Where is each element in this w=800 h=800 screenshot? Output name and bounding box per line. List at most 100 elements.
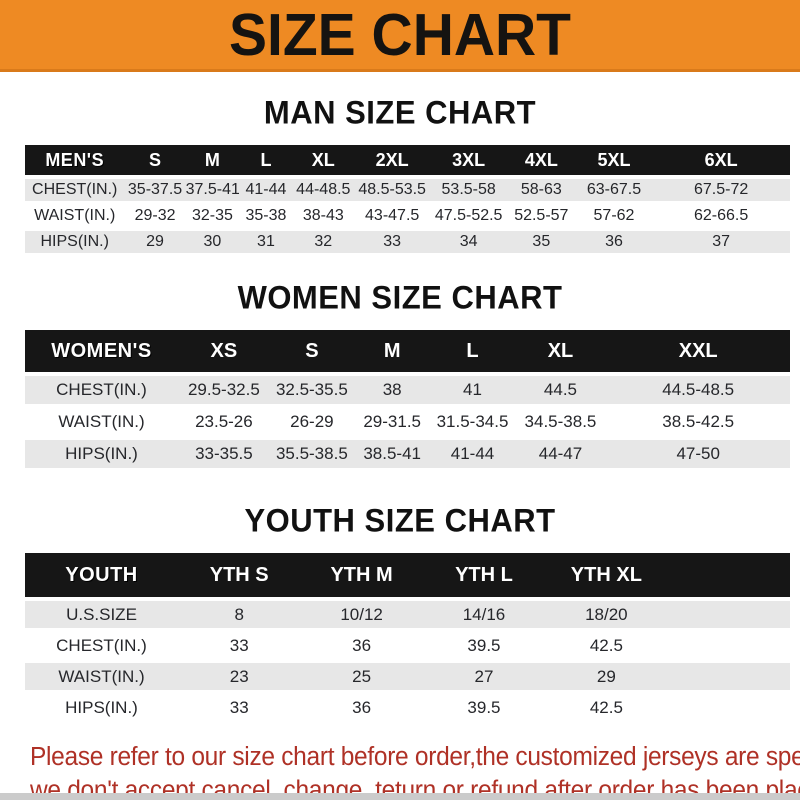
- measurement-value: 58-63: [506, 179, 576, 205]
- measurement-value: 37: [652, 231, 790, 257]
- table-row: HIPS(IN.) 33-35.5 35.5-38.5 38.5-41 41-44 44-…: [25, 440, 790, 472]
- measurement-value: 37.5-41: [185, 179, 240, 205]
- row-filler-cell: [667, 694, 790, 725]
- measurement-value: 42.5: [545, 694, 668, 725]
- measurement-value: 31.5-34.5: [430, 408, 515, 440]
- measurement-value: 33: [353, 231, 431, 257]
- measurement-value: 32-35: [185, 205, 240, 231]
- youth-section-heading: YOUTH SIZE CHART: [244, 502, 556, 539]
- table-group-label: WOMEN'S: [25, 330, 178, 376]
- measurement-label: HIPS(IN.): [25, 440, 178, 472]
- measurement-value: 42.5: [545, 632, 668, 663]
- measurement-value: 25: [300, 663, 423, 694]
- row-filler-cell: [667, 632, 790, 663]
- size-column-header: XL: [292, 145, 354, 179]
- measurement-value: 33: [178, 694, 301, 725]
- measurement-value: 38-43: [292, 205, 354, 231]
- measurement-value: 41: [430, 376, 515, 408]
- measurement-value: 53.5-58: [430, 179, 507, 205]
- youth-size-section: YOUTH SIZE CHART YOUTH YTH S YTH M YTH L YTH…: [0, 502, 800, 725]
- measurement-value: 44-47: [514, 440, 607, 472]
- measurement-value: 38.5-41: [353, 440, 431, 472]
- measurement-value: 10/12: [300, 601, 423, 632]
- table-row: HIPS(IN.) 33 36 39.5 42.5: [25, 694, 790, 725]
- measurement-value: 30: [185, 231, 240, 257]
- size-column-header: 5XL: [575, 145, 653, 179]
- table-header-row: MEN'S S M L XL 2XL 3XL 4XL 5XL 6XL: [25, 145, 790, 179]
- table-row: CHEST(IN.) 29.5-32.5 32.5-35.5 38 41 44.5 44.5…: [25, 376, 790, 408]
- measurement-value: 29-32: [124, 205, 186, 231]
- measurement-label: U.S.SIZE: [25, 601, 178, 632]
- measurement-value: 36: [300, 694, 423, 725]
- measurement-value: 26-29: [269, 408, 354, 440]
- table-row: U.S.SIZE 8 10/12 14/16 18/20: [25, 601, 790, 632]
- size-column-header: M: [185, 145, 240, 179]
- measurement-value: 34: [430, 231, 507, 257]
- measurement-value: 29: [124, 231, 186, 257]
- table-row: WAIST(IN.) 23 25 27 29: [25, 663, 790, 694]
- measurement-value: 8: [178, 601, 301, 632]
- man-section-heading: MAN SIZE CHART: [263, 94, 537, 131]
- measurement-value: 23: [178, 663, 301, 694]
- measurement-label: CHEST(IN.): [25, 179, 125, 205]
- size-column-header: YTH L: [422, 553, 546, 601]
- measurement-value: 38: [353, 376, 431, 408]
- disclaimer-note: Please refer to our size chart before or…: [30, 741, 800, 800]
- size-column-header: S: [269, 330, 354, 376]
- measurement-value: 36: [300, 632, 423, 663]
- table-header-row: WOMEN'S XS S M L XL XXL: [25, 330, 790, 376]
- table-row: WAIST(IN.) 29-32 32-35 35-38 38-43 43-47.5 47.…: [25, 205, 790, 231]
- table-row: CHEST(IN.) 33 36 39.5 42.5: [25, 632, 790, 663]
- measurement-value: 35: [506, 231, 576, 257]
- measurement-value: 27: [422, 663, 546, 694]
- measurement-value: 52.5-57: [506, 205, 576, 231]
- header-filler-cell: [667, 553, 790, 601]
- disclaimer-line-1: Please refer to our size chart before or…: [30, 743, 800, 772]
- size-column-header: 2XL: [353, 145, 431, 179]
- size-column-header: L: [239, 145, 293, 179]
- women-size-section: WOMEN SIZE CHART WOMEN'S XS S M L XL XXL CHEST(…: [0, 279, 800, 472]
- size-column-header: YTH M: [300, 553, 423, 601]
- measurement-value: 62-66.5: [652, 205, 790, 231]
- measurement-label: WAIST(IN.): [25, 663, 178, 694]
- size-chart-banner: SIZE CHART: [0, 0, 800, 72]
- row-filler-cell: [667, 601, 790, 632]
- measurement-value: 31: [239, 231, 293, 257]
- measurement-label: CHEST(IN.): [25, 632, 178, 663]
- page-title: SIZE CHART: [229, 1, 571, 68]
- row-filler-cell: [667, 663, 790, 694]
- size-column-header: M: [353, 330, 431, 376]
- measurement-value: 47.5-52.5: [430, 205, 507, 231]
- women-section-heading: WOMEN SIZE CHART: [237, 279, 563, 316]
- table-row: CHEST(IN.) 35-37.5 37.5-41 41-44 44-48.5 48.5…: [25, 179, 790, 205]
- measurement-value: 44.5-48.5: [606, 376, 790, 408]
- measurement-value: 39.5: [422, 694, 546, 725]
- man-size-table: MEN'S S M L XL 2XL 3XL 4XL 5XL 6XL CHEST(IN.) 35-37…: [25, 145, 790, 257]
- measurement-value: 35-38: [239, 205, 293, 231]
- size-column-header: YTH S: [178, 553, 301, 601]
- measurement-value: 47-50: [606, 440, 790, 472]
- measurement-value: 35.5-38.5: [269, 440, 354, 472]
- table-group-label: YOUTH: [25, 553, 178, 601]
- measurement-label: CHEST(IN.): [25, 376, 178, 408]
- measurement-value: 39.5: [422, 632, 546, 663]
- table-header-row: YOUTH YTH S YTH M YTH L YTH XL: [25, 553, 790, 601]
- measurement-value: 41-44: [239, 179, 293, 205]
- size-column-header: L: [430, 330, 515, 376]
- measurement-value: 44-48.5: [292, 179, 354, 205]
- measurement-value: 14/16: [422, 601, 546, 632]
- women-size-table: WOMEN'S XS S M L XL XXL CHEST(IN.) 29.5-32.5 32.5…: [25, 330, 790, 472]
- measurement-value: 32: [292, 231, 354, 257]
- measurement-value: 43-47.5: [353, 205, 431, 231]
- measurement-value: 32.5-35.5: [269, 376, 354, 408]
- measurement-value: 33: [178, 632, 301, 663]
- measurement-value: 35-37.5: [124, 179, 186, 205]
- measurement-value: 44.5: [514, 376, 607, 408]
- measurement-value: 29-31.5: [353, 408, 431, 440]
- measurement-value: 34.5-38.5: [514, 408, 607, 440]
- size-column-header: 3XL: [430, 145, 507, 179]
- measurement-label: WAIST(IN.): [25, 408, 178, 440]
- table-row: HIPS(IN.) 29 30 31 32 33 34 35 36 37: [25, 231, 790, 257]
- size-column-header: S: [124, 145, 186, 179]
- bottom-edge-strip: [0, 793, 800, 800]
